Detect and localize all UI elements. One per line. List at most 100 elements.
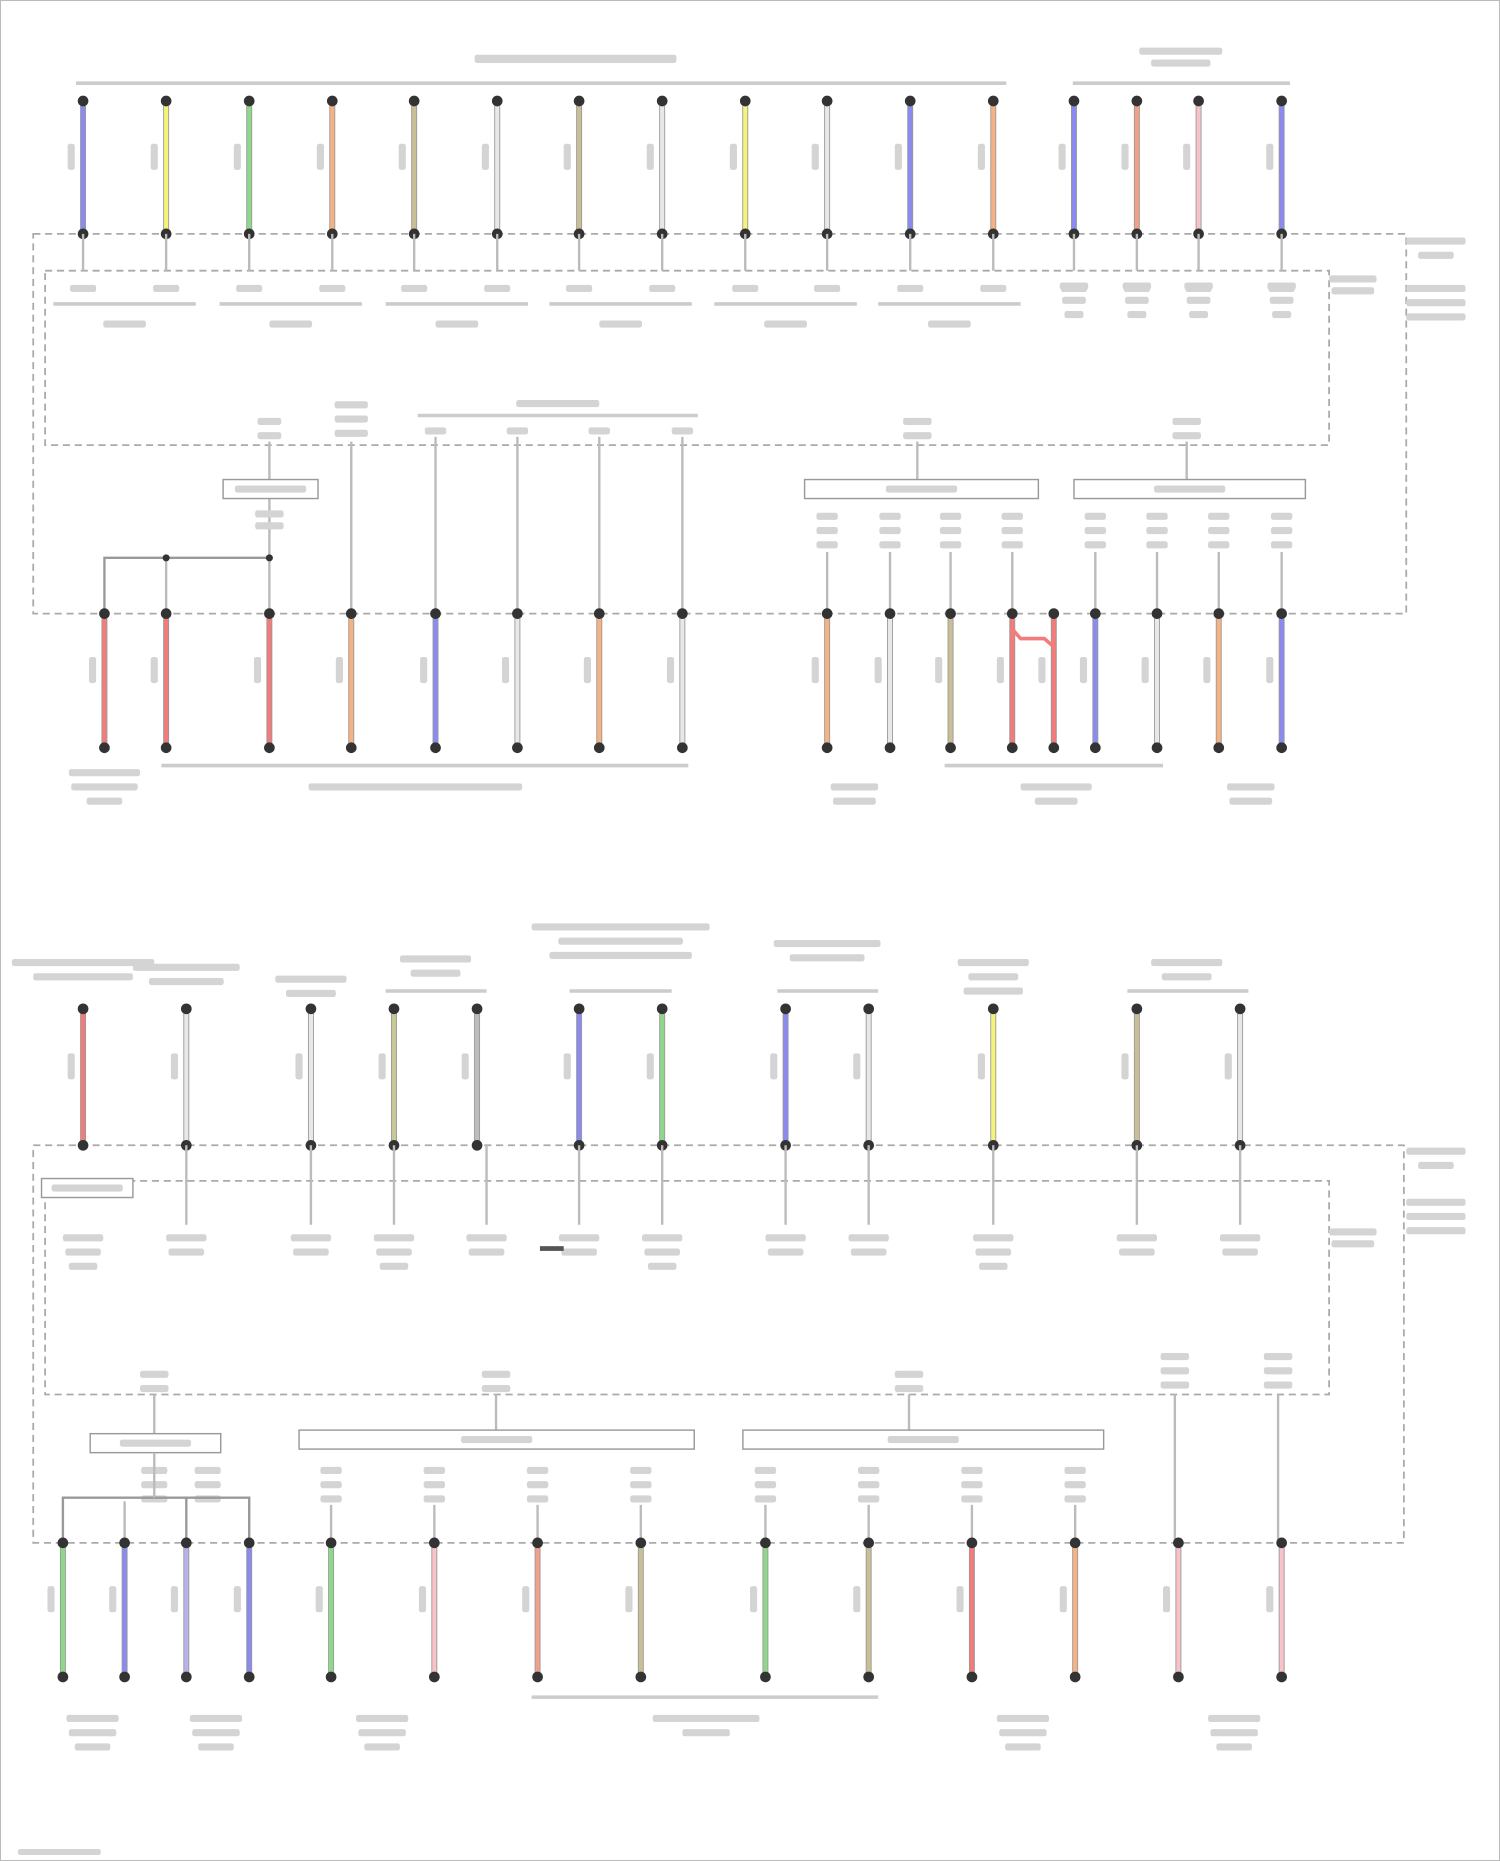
illegible-label bbox=[334, 429, 368, 437]
illegible-label bbox=[194, 1466, 221, 1475]
illegible-label bbox=[51, 1184, 123, 1192]
illegible-label bbox=[1139, 47, 1223, 55]
control-module-boundary-top bbox=[32, 233, 1408, 615]
connector-pin bbox=[760, 1671, 771, 1683]
illegible-label bbox=[1151, 958, 1223, 967]
wire-label bbox=[501, 656, 510, 684]
wire-label bbox=[811, 143, 819, 170]
internal-section-bottom bbox=[44, 1180, 1331, 1396]
illegible-label bbox=[275, 975, 347, 983]
illegible-label bbox=[1122, 282, 1152, 290]
illegible-label bbox=[379, 1262, 409, 1270]
illegible-label bbox=[424, 427, 447, 435]
connector-pin bbox=[593, 608, 605, 619]
connector-pin bbox=[180, 1671, 192, 1683]
connector-pin bbox=[1213, 608, 1225, 619]
illegible-label bbox=[189, 1714, 243, 1723]
connector-pin bbox=[1151, 742, 1163, 754]
illegible-label bbox=[1189, 311, 1209, 319]
illegible-label bbox=[630, 1495, 652, 1503]
wire-label bbox=[420, 656, 428, 684]
connector-pin bbox=[471, 1139, 483, 1151]
illegible-label bbox=[764, 320, 807, 328]
illegible-label bbox=[903, 432, 932, 440]
illegible-label bbox=[1418, 251, 1454, 259]
illegible-label bbox=[1406, 1147, 1466, 1155]
illegible-label bbox=[1116, 1234, 1158, 1242]
connector-pin bbox=[471, 1003, 483, 1015]
connector-pin bbox=[428, 1537, 440, 1549]
wire-label bbox=[625, 1586, 633, 1613]
wire-label bbox=[1141, 656, 1149, 684]
illegible-label bbox=[1062, 296, 1086, 304]
illegible-label bbox=[119, 1439, 192, 1447]
illegible-label bbox=[1001, 541, 1023, 549]
illegible-label bbox=[192, 1729, 240, 1737]
illegible-label bbox=[70, 284, 97, 293]
connector-pin bbox=[264, 742, 275, 754]
connector-pin bbox=[57, 1671, 69, 1683]
connector-pin bbox=[160, 95, 172, 107]
wire-label bbox=[1121, 143, 1129, 170]
illegible-label bbox=[897, 284, 924, 293]
illegible-label bbox=[1001, 512, 1023, 520]
wire-label bbox=[646, 143, 654, 170]
connector-pin bbox=[884, 742, 896, 754]
illegible-label bbox=[474, 54, 677, 64]
illegible-label bbox=[939, 512, 962, 520]
connector-pin bbox=[119, 1537, 130, 1549]
wire-label bbox=[935, 656, 943, 684]
wire-label bbox=[67, 1053, 75, 1080]
wire-label bbox=[67, 143, 75, 170]
connector-pin bbox=[512, 742, 523, 754]
illegible-label bbox=[1186, 296, 1211, 304]
illegible-label bbox=[1418, 1161, 1454, 1170]
connector-pin bbox=[739, 95, 751, 107]
illegible-label bbox=[1084, 512, 1107, 520]
wire-label bbox=[89, 656, 97, 684]
wire-label bbox=[418, 1586, 427, 1613]
illegible-label bbox=[789, 954, 865, 962]
connector-pin bbox=[160, 742, 172, 754]
connector-pin bbox=[1089, 608, 1101, 619]
illegible-label bbox=[961, 1495, 983, 1503]
connector-pin bbox=[1006, 742, 1018, 754]
illegible-label bbox=[153, 284, 180, 293]
connector-pin bbox=[1276, 608, 1287, 619]
illegible-label bbox=[1005, 1743, 1041, 1751]
illegible-label bbox=[816, 512, 838, 520]
illegible-label bbox=[1064, 1495, 1086, 1503]
wire-label bbox=[150, 656, 158, 684]
connector-pin bbox=[77, 1003, 89, 1015]
connector-pin bbox=[656, 95, 668, 107]
connector-pin bbox=[77, 95, 89, 107]
connector-pin bbox=[863, 1671, 875, 1683]
illegible-label bbox=[754, 1466, 777, 1475]
illegible-label bbox=[1272, 311, 1292, 319]
illegible-label bbox=[1059, 282, 1089, 290]
illegible-label bbox=[364, 1743, 400, 1751]
illegible-label bbox=[887, 1436, 959, 1444]
illegible-label bbox=[754, 1481, 777, 1489]
connector-pin bbox=[532, 1671, 543, 1683]
illegible-label bbox=[1208, 1714, 1261, 1723]
connector-pin bbox=[945, 742, 956, 754]
illegible-label bbox=[894, 1370, 924, 1378]
illegible-label bbox=[968, 973, 1019, 981]
connector-pin bbox=[945, 608, 956, 619]
illegible-label bbox=[767, 1248, 804, 1256]
illegible-label bbox=[468, 1248, 505, 1256]
illegible-label bbox=[1270, 527, 1293, 535]
connector-pin bbox=[1276, 742, 1287, 754]
illegible-label bbox=[1406, 237, 1466, 245]
illegible-label bbox=[466, 1234, 507, 1242]
illegible-label bbox=[1331, 287, 1375, 295]
illegible-label bbox=[1331, 1240, 1375, 1248]
connector-pin bbox=[99, 608, 110, 619]
internal-section-top bbox=[44, 269, 1331, 447]
illegible-label bbox=[903, 417, 932, 425]
illegible-label bbox=[1125, 296, 1149, 304]
illegible-label bbox=[132, 963, 240, 971]
illegible-label bbox=[647, 1262, 677, 1270]
illegible-label bbox=[1270, 541, 1293, 549]
